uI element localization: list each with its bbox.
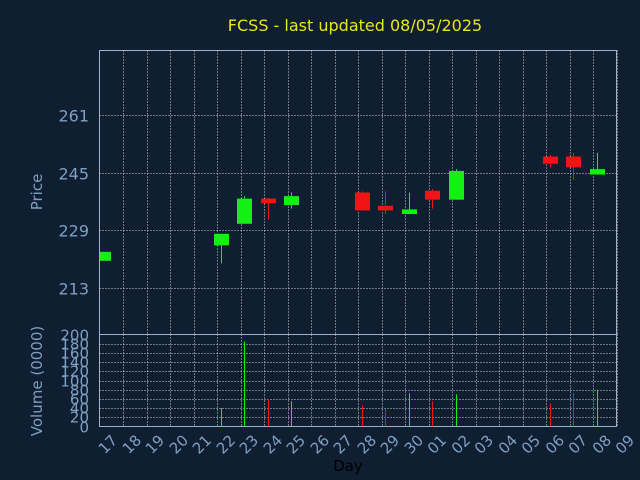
- volume-tick-label: 100: [60, 373, 89, 391]
- x-tick-label: 03: [471, 431, 497, 457]
- x-tick-label: 23: [236, 431, 262, 457]
- candle-body: [214, 233, 229, 246]
- volume-tick-label: 40: [70, 400, 89, 418]
- price-tick-label: 261: [58, 107, 89, 126]
- candle-body: [355, 192, 370, 211]
- candle-body: [543, 156, 558, 164]
- candle-body: [378, 205, 393, 211]
- x-tick-label: 05: [518, 431, 544, 457]
- candle-body: [425, 190, 440, 200]
- x-tick-label: 01: [424, 431, 450, 457]
- volume-tick-label: 200: [60, 327, 89, 345]
- volume-axis-label: Volume (0000): [28, 326, 46, 436]
- candle-body: [402, 209, 417, 215]
- volume-tick-label: 20: [70, 409, 89, 427]
- candle-body: [261, 198, 276, 204]
- volume-tick-label: 140: [60, 354, 89, 372]
- volume-tick-label: 60: [70, 391, 89, 409]
- price-tick-label: 213: [58, 280, 89, 299]
- candle-body: [449, 170, 464, 200]
- candle-body: [100, 251, 111, 261]
- volume-tick-label: 80: [70, 382, 89, 400]
- x-axis-label: Day: [333, 457, 363, 475]
- chart-title: FCSS - last updated 08/05/2025: [228, 16, 482, 35]
- x-tick-label: 29: [377, 431, 403, 457]
- x-tick-label: 17: [95, 431, 121, 457]
- candle-body: [566, 156, 581, 168]
- volume-tick-label: 120: [60, 363, 89, 381]
- candle-body: [284, 196, 299, 206]
- candle-body: [237, 198, 252, 224]
- candles: [100, 152, 605, 264]
- volume-tick-label: 0: [79, 419, 89, 437]
- volume-tick-label: 160: [60, 345, 89, 363]
- volume-tick-label: 180: [60, 336, 89, 354]
- price-axis-label: Price: [28, 174, 46, 211]
- x-tick-label: 07: [565, 431, 591, 457]
- candle-body: [590, 169, 605, 175]
- grid-lines: [99, 50, 618, 427]
- price-tick-label: 245: [58, 165, 89, 184]
- x-tick-label: 19: [142, 431, 168, 457]
- x-tick-label: 09: [612, 431, 638, 457]
- x-tick-label: 25: [283, 431, 309, 457]
- x-tick-label: 27: [330, 431, 356, 457]
- price-tick-label: 229: [58, 222, 89, 241]
- volume-bars: [221, 341, 598, 427]
- x-tick-label: 21: [189, 431, 215, 457]
